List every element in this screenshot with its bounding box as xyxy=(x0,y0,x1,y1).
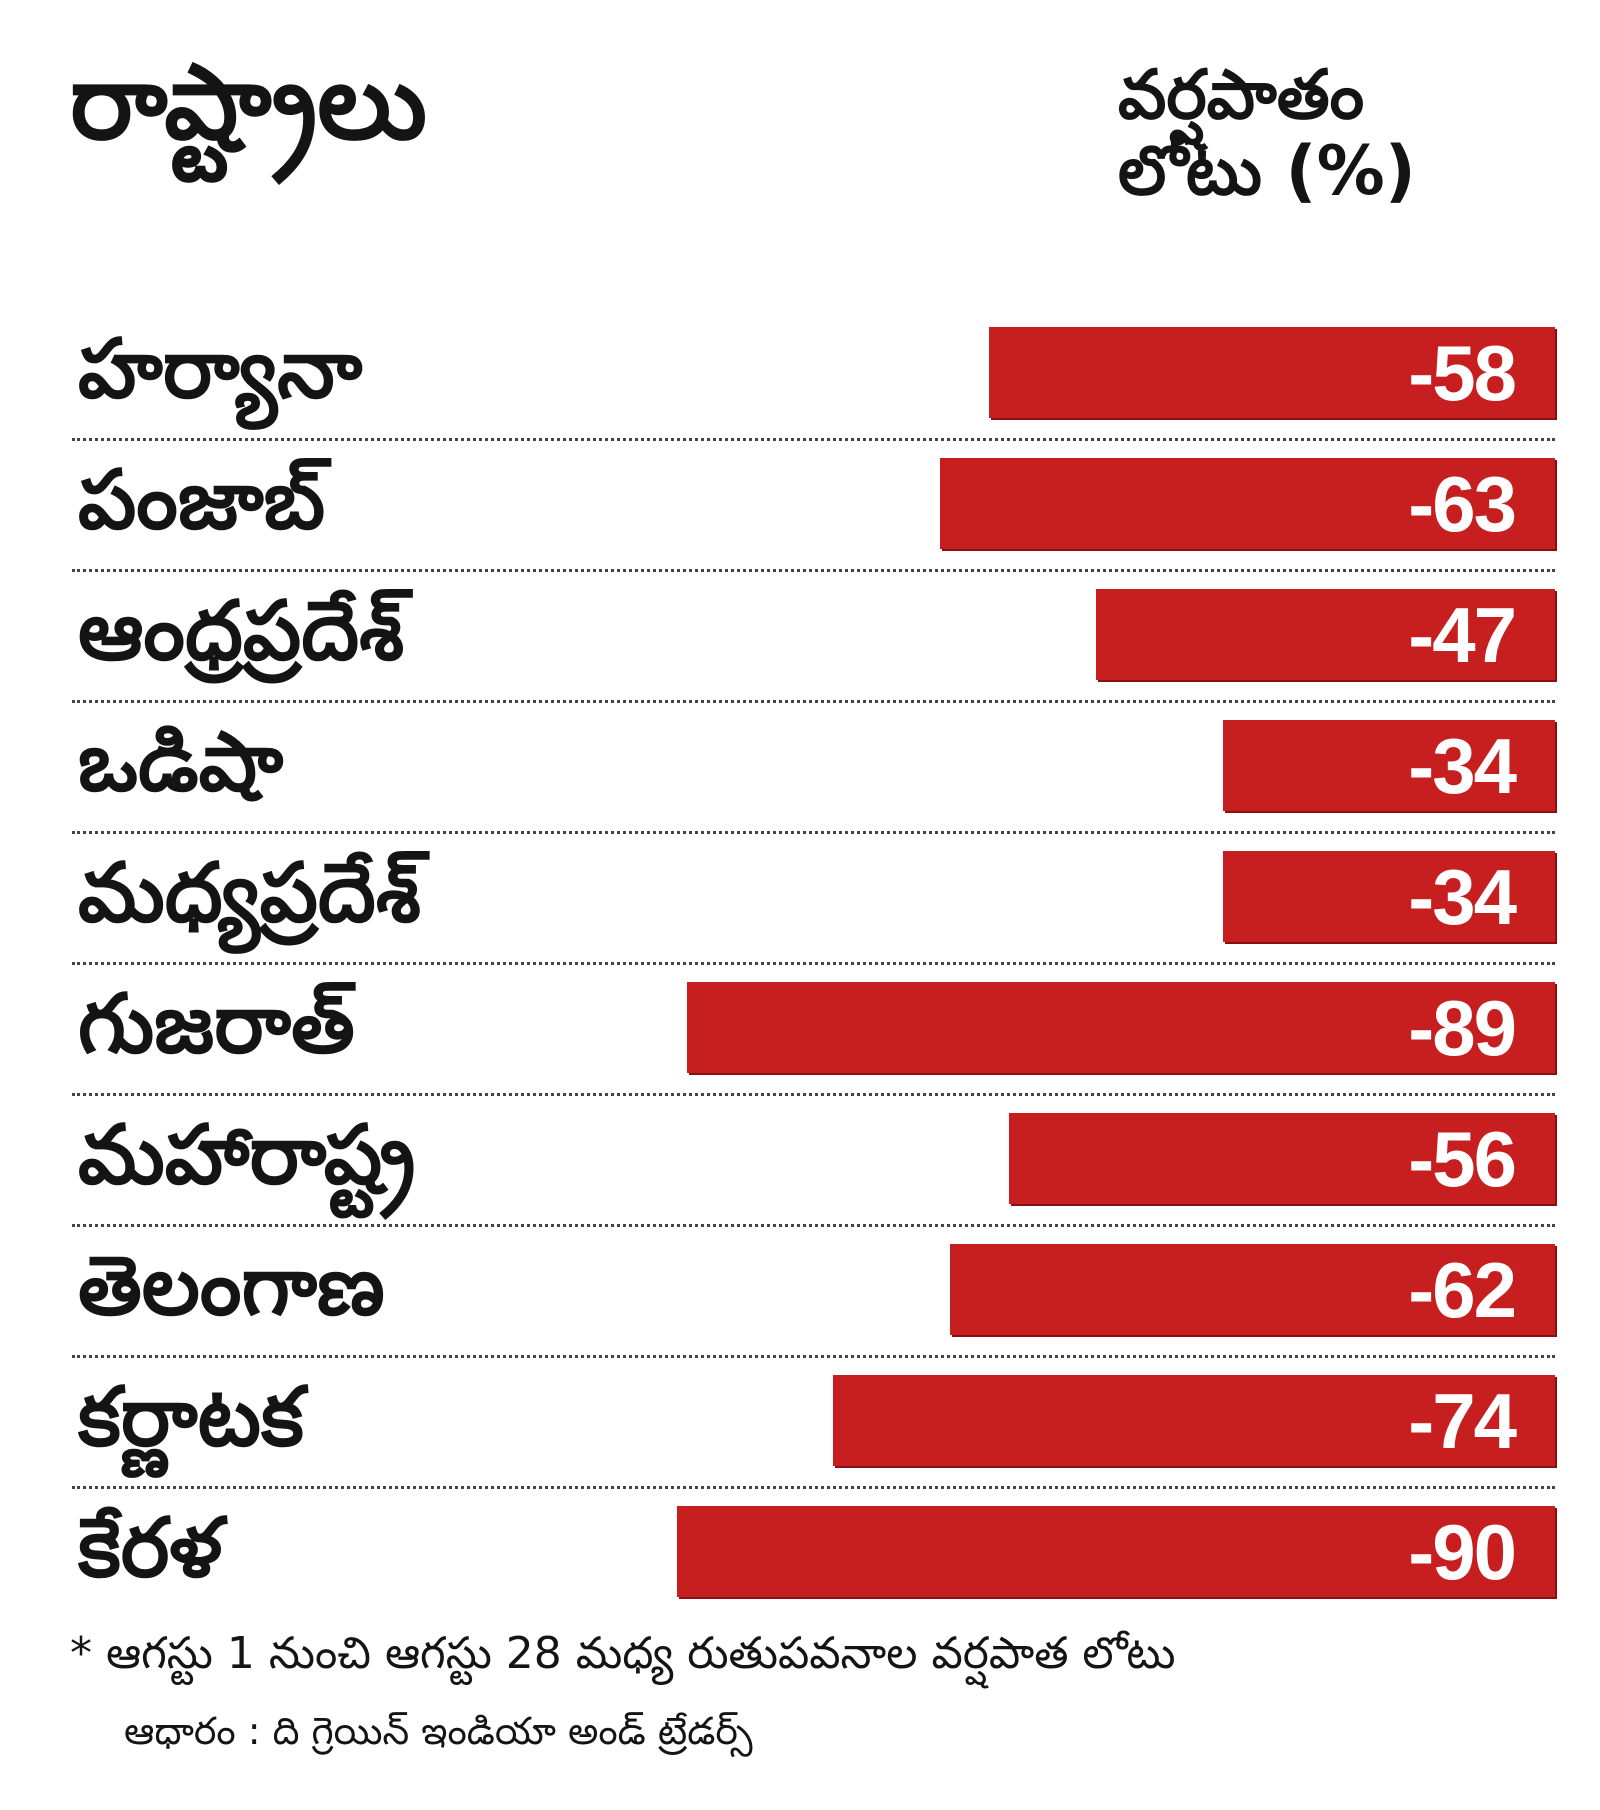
source-note: ఆధారం : ది గ్రెయిన్ ఇండియా అండ్ ట్రేడర్స… xyxy=(124,1709,753,1753)
deficit-value-label: -34 xyxy=(1408,721,1517,810)
state-label: ఒడిషా xyxy=(78,715,284,810)
deficit-bar: -47 xyxy=(1096,589,1555,680)
header-deficit: వర్షపాతం లోటు (%) xyxy=(1118,56,1416,212)
footnote: * ఆగస్టు 1 నుంచి ఆగస్టు 28 మధ్య రుతుపవనా… xyxy=(70,1628,1176,1679)
deficit-bar: -63 xyxy=(940,458,1555,549)
row-divider xyxy=(72,1093,1555,1096)
row-divider xyxy=(72,962,1555,965)
deficit-value-label: -47 xyxy=(1408,590,1517,679)
deficit-bar: -58 xyxy=(989,327,1555,418)
state-label: కేరళ xyxy=(78,1501,223,1596)
state-label: మధ్యప్రదేశ్ xyxy=(78,846,421,941)
deficit-bar: -56 xyxy=(1008,1113,1555,1204)
state-label: కర్ణాటక xyxy=(78,1370,304,1465)
deficit-bar: -34 xyxy=(1223,720,1555,811)
deficit-value-label: -58 xyxy=(1408,328,1517,417)
header-deficit-line2: లోటు (%) xyxy=(1118,132,1416,212)
row-divider xyxy=(72,569,1555,572)
state-label: గుజరాత్ xyxy=(78,977,355,1072)
row-divider xyxy=(72,1355,1555,1358)
state-label: మహారాష్ట్ర xyxy=(78,1108,416,1203)
deficit-value-label: -34 xyxy=(1408,852,1517,941)
deficit-value-label: -74 xyxy=(1408,1376,1517,1465)
deficit-bar: -34 xyxy=(1223,851,1555,942)
state-label: ఆంధ్రప్రదేశ్ xyxy=(78,584,405,679)
row-divider xyxy=(72,700,1555,703)
deficit-value-label: -89 xyxy=(1408,983,1517,1072)
deficit-bar: -62 xyxy=(950,1244,1555,1335)
state-label: హర్యానా xyxy=(78,322,363,417)
state-label: పంజాబ్ xyxy=(78,453,326,548)
header-states: రాష్ట్రాలు xyxy=(70,41,427,163)
deficit-value-label: -90 xyxy=(1408,1507,1517,1596)
deficit-value-label: -62 xyxy=(1408,1245,1517,1334)
row-divider xyxy=(72,831,1555,834)
row-divider xyxy=(72,438,1555,441)
row-divider xyxy=(72,1486,1555,1489)
deficit-value-label: -63 xyxy=(1408,459,1517,548)
row-divider xyxy=(72,1224,1555,1227)
deficit-value-label: -56 xyxy=(1408,1114,1517,1203)
deficit-bar: -90 xyxy=(677,1506,1555,1597)
header-deficit-line1: వర్షపాతం xyxy=(1118,56,1365,135)
state-label: తెలంగాణ xyxy=(78,1239,385,1334)
deficit-bar: -89 xyxy=(686,982,1555,1073)
deficit-bar: -74 xyxy=(833,1375,1555,1466)
